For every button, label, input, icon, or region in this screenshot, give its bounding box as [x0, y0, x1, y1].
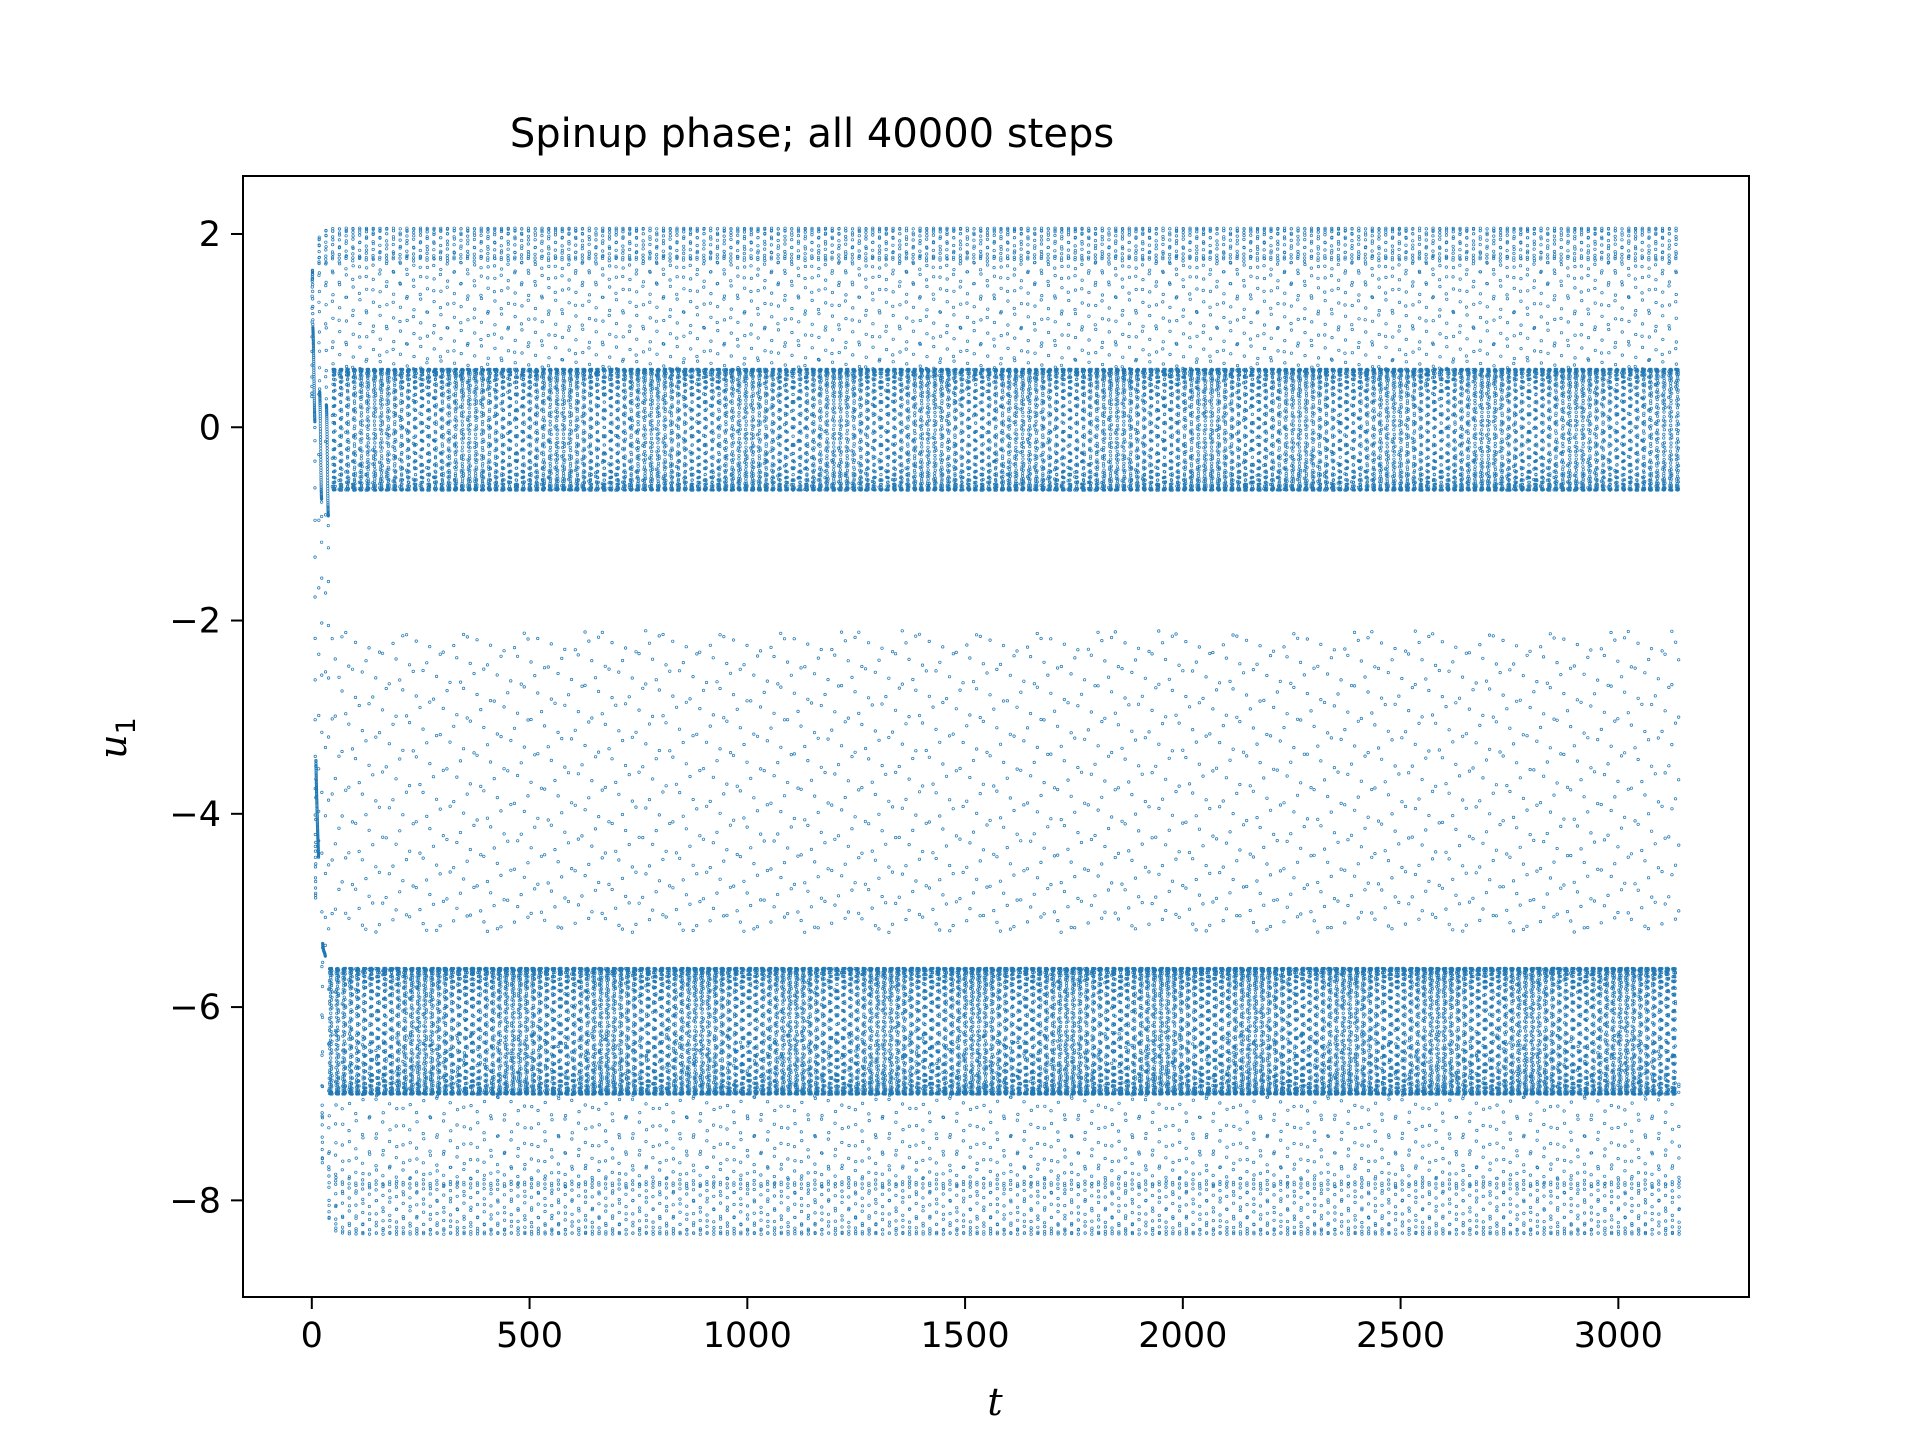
x-tick-label: 2500 [1356, 1316, 1445, 1356]
y-axis-label-subscript: 1 [111, 717, 142, 734]
scatter-points [311, 227, 1681, 1235]
y-tick-label: −2 [169, 602, 221, 642]
x-tick-label: 1500 [921, 1316, 1010, 1356]
y-tick-label: −8 [169, 1181, 221, 1221]
y-axis-label: u1 [91, 717, 142, 759]
y-tick-label: −6 [169, 988, 221, 1028]
y-tick-label: 0 [199, 408, 221, 448]
chart-title: Spinup phase; all 40000 steps [510, 111, 1114, 157]
x-tick-label: 3000 [1574, 1316, 1663, 1356]
y-tick-label: 2 [199, 215, 221, 255]
x-tick-label: 2000 [1138, 1316, 1227, 1356]
x-tick-label: 500 [496, 1316, 563, 1356]
series-points [311, 227, 1681, 1235]
y-axis-ticks: 2 0 −2 −4 −6 −8 [169, 215, 243, 1221]
x-tick-label: 0 [301, 1316, 323, 1356]
x-axis-ticks: 0 500 1000 1500 2000 2500 3000 [301, 1297, 1663, 1356]
y-tick-label: −4 [169, 795, 221, 835]
y-axis-label-main: u [91, 734, 135, 758]
x-tick-label: 1000 [703, 1316, 792, 1356]
x-axis-label: t [987, 1380, 1003, 1424]
